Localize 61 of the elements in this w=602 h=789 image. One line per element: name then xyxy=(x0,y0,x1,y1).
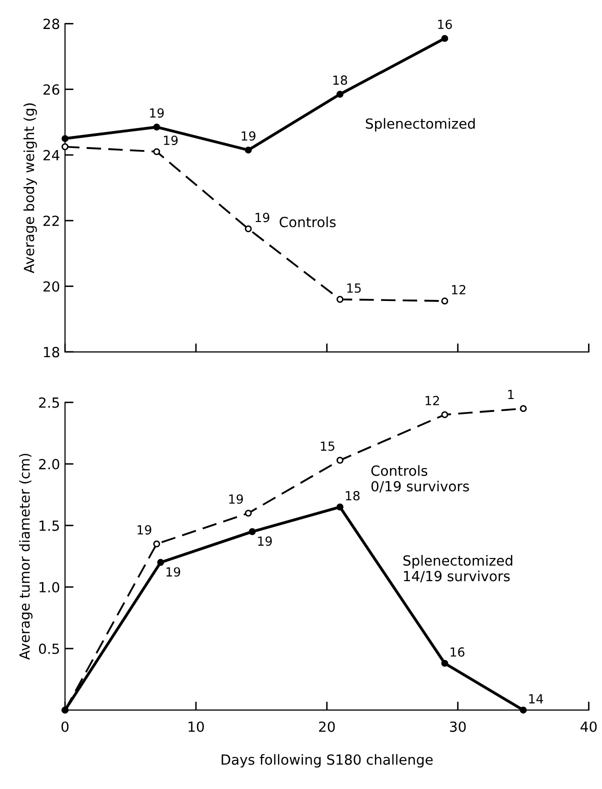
point xyxy=(157,558,164,566)
point xyxy=(244,146,252,154)
point xyxy=(62,143,68,150)
point xyxy=(520,706,527,714)
text: Splenectomized xyxy=(366,118,475,132)
x-tick-label: 20 xyxy=(319,721,335,732)
annotation: 19 xyxy=(164,136,178,146)
point xyxy=(336,296,344,303)
annotation: 19 xyxy=(150,108,164,118)
y-tick-label: 24 xyxy=(44,150,60,160)
y-tick-label: 28 xyxy=(44,18,60,30)
annotation: 19 xyxy=(256,212,270,222)
annotation: 12 xyxy=(452,284,466,294)
y-tick-label: 20 xyxy=(44,281,60,292)
y-tick-label: 0.5 xyxy=(38,644,59,654)
annotation: 14 xyxy=(529,694,544,704)
annotation: 1 xyxy=(508,390,514,399)
annotation: 19 xyxy=(166,567,180,577)
point xyxy=(336,90,344,98)
annotation: 19 xyxy=(229,494,243,504)
annotation: 16 xyxy=(438,20,452,30)
y-tick-label: 2.0 xyxy=(39,458,60,470)
point xyxy=(62,135,68,142)
x-tick-label: 30 xyxy=(450,721,466,732)
point xyxy=(441,660,448,667)
y-axis-title: Average body weight (g) xyxy=(23,103,37,274)
point xyxy=(336,504,344,510)
y-axis-title: Average tumor diameter (cm) xyxy=(19,454,33,660)
annotation: 18 xyxy=(346,490,360,500)
point xyxy=(248,528,256,536)
y-tick-label: 26 xyxy=(44,84,60,95)
x-tick-label: 40 xyxy=(580,721,597,732)
annotation: 19 xyxy=(258,536,272,546)
y-tick-label: 2.5 xyxy=(39,397,59,408)
series-label: Controls xyxy=(280,216,336,228)
x-tick-label: 10 xyxy=(188,721,204,732)
annotation: 16 xyxy=(450,647,464,657)
series-label: Controls 0/19 survivors xyxy=(371,465,469,493)
annotation: 15 xyxy=(347,284,361,293)
annotation: 12 xyxy=(426,396,439,406)
point xyxy=(153,148,160,156)
annotation: 15 xyxy=(320,442,334,451)
annotation: 19 xyxy=(242,131,256,141)
point xyxy=(441,298,448,304)
point xyxy=(244,225,252,232)
point xyxy=(153,540,160,548)
point xyxy=(244,510,252,517)
y-tick-label: 1.0 xyxy=(40,582,60,592)
x-tick-label: 0 xyxy=(62,721,69,732)
point xyxy=(520,405,527,412)
y-tick-label: 1.5 xyxy=(40,520,59,531)
y-tick-label: 22 xyxy=(44,216,59,226)
point xyxy=(336,456,344,464)
point xyxy=(153,124,160,131)
annotation: 18 xyxy=(333,75,348,85)
annotation: 19 xyxy=(138,525,152,535)
point xyxy=(441,34,448,42)
x-axis-title: Days following S180 challenge xyxy=(222,754,433,768)
point xyxy=(441,411,448,418)
y-tick-label: 18 xyxy=(44,346,60,358)
series-label: Splenectomized 14/19 survivors xyxy=(403,555,512,582)
